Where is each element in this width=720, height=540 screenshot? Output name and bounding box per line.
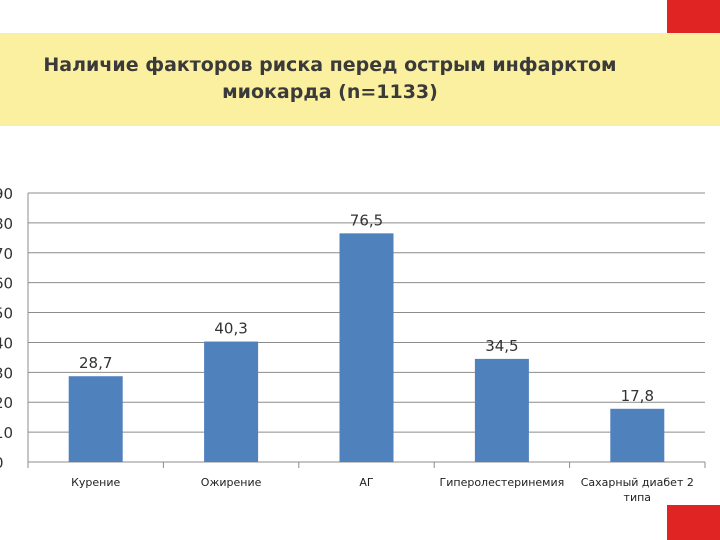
category-label: Ожирение [201, 476, 262, 489]
category-label: Гиперолестеринемия [440, 476, 565, 489]
bar [68, 376, 123, 462]
data-label: 40,3 [214, 320, 247, 338]
bar [474, 358, 529, 462]
y-tick-label: 60 [0, 275, 13, 293]
y-tick-label: 20 [0, 394, 13, 412]
data-label: 17,8 [621, 387, 654, 405]
data-label: 76,5 [350, 211, 383, 229]
y-tick-label: 70 [0, 245, 13, 263]
bar [339, 233, 394, 462]
bar [610, 408, 665, 462]
data-label: 28,7 [79, 354, 112, 372]
y-tick-label: 90 [0, 185, 13, 203]
red-accent-bottom [667, 505, 720, 540]
y-tick-label: 10 [0, 424, 13, 442]
title-banner [0, 33, 720, 126]
page-title: Наличие факторов риска перед острым инфа… [43, 54, 617, 103]
y-tick-label: 50 [0, 305, 13, 323]
y-tick-label: 30 [0, 364, 13, 382]
data-label: 34,5 [485, 337, 518, 355]
red-accent-top [667, 0, 720, 33]
category-label: Курение [71, 476, 120, 489]
y-tick-label: 40 [0, 334, 13, 352]
y-tick-label: 80 [0, 215, 13, 233]
bar [204, 341, 259, 462]
y-tick-label: 0 [0, 454, 4, 472]
category-label: АГ [359, 476, 374, 489]
category-label: Сахарный диабет 2 типа [581, 476, 694, 504]
